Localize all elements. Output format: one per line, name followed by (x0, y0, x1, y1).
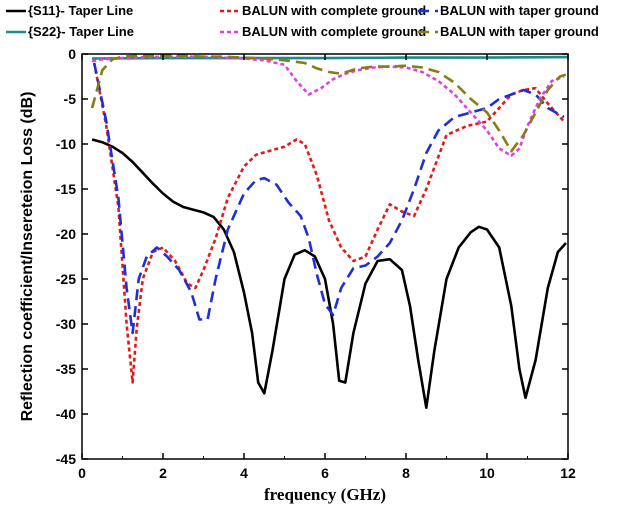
legend-label-1: {S11}- Taper Line (28, 3, 133, 18)
x-tick-label: 12 (560, 465, 576, 481)
y-tick-label: -15 (56, 181, 76, 197)
legend-label-2: BALUN with complete ground (242, 3, 426, 18)
y-axis-label: Reflection coefficient/Insereteion Loss … (19, 92, 36, 422)
x-tick-label: 10 (479, 465, 495, 481)
x-axis-label: frequency (GHz) (264, 485, 386, 504)
legend-label-4: {S22}- Taper Line (28, 24, 134, 39)
legend-label-5: BALUN with complete ground (242, 24, 426, 39)
legend-label-6: BALUN with taper ground (440, 24, 599, 39)
y-tick-label: 0 (68, 46, 76, 62)
series-line-3 (92, 62, 565, 335)
series-line-2 (92, 62, 565, 384)
x-tick-label: 4 (240, 465, 248, 481)
plot-frame (81, 53, 569, 460)
series-line-1 (91, 138, 567, 410)
y-tick-label: -35 (56, 361, 76, 377)
legend-label-3: BALUN with taper ground (440, 3, 599, 18)
series-line-5 (91, 55, 565, 157)
series-line-6 (90, 54, 567, 153)
y-tick-label: -45 (56, 451, 76, 467)
x-tick-label: 8 (402, 465, 410, 481)
y-tick-label: -25 (56, 271, 76, 287)
x-tick-label: 6 (321, 465, 329, 481)
y-tick-label: -5 (64, 91, 77, 107)
y-tick-label: -40 (56, 406, 76, 422)
x-tick-label: 0 (78, 465, 86, 481)
x-tick-label: 2 (159, 465, 167, 481)
y-tick-label: -10 (56, 136, 76, 152)
y-tick-label: -20 (56, 226, 76, 242)
y-tick-label: -30 (56, 316, 76, 332)
